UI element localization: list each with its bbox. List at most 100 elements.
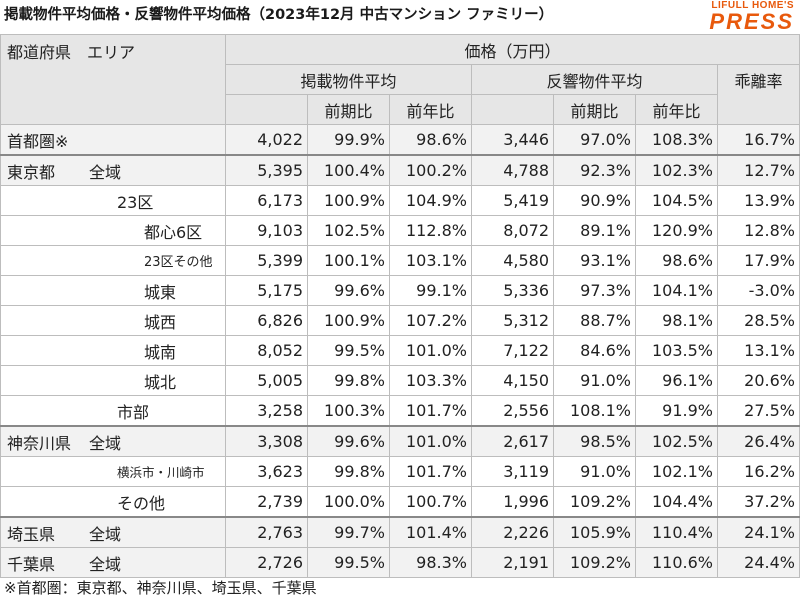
listed-mom-cell: 99.8% [307,365,390,396]
response-mom-cell: 91.0% [553,365,636,396]
listed-yoy-cell: 101.7% [389,456,472,487]
response-yoy-header: 前年比 [635,94,718,125]
divergence-rate-cell: 24.4% [717,547,800,578]
area-label: 市部 [117,402,150,422]
area-label: 横浜市・川崎市 [117,465,205,480]
response-mom-cell: 98.5% [553,425,636,457]
prefecture-label: 首都圏※ [7,131,69,151]
response-yoy-cell: 104.5% [635,185,718,216]
response-price-cell: 2,556 [471,395,554,427]
divergence-rate-cell: 12.7% [717,154,800,186]
response-mom-cell: 108.1% [553,395,636,427]
table-row: 横浜市・川崎市 3,623 99.8% 101.7% 3,119 91.0% 102.1% 1… [0,456,800,487]
divergence-rate-cell: 20.6% [717,365,800,396]
table-row: 城東 5,175 99.6% 99.1% 5,336 97.3% 104.1% -3.0% [0,275,800,306]
region-cell: 城北 [0,365,226,396]
area-label: 23区 [117,192,154,212]
price-header: 価格（万円） [225,34,800,65]
response-mom-cell: 109.2% [553,547,636,578]
listed-mom-cell: 100.3% [307,395,390,427]
response-price-cell: 8,072 [471,215,554,246]
listed-price-cell: 3,623 [225,456,308,487]
listed-price-cell: 6,173 [225,185,308,216]
region-cell: 城南 [0,335,226,366]
response-yoy-cell: 102.1% [635,456,718,487]
listed-mom-cell: 100.9% [307,305,390,336]
prefecture-label: 千葉県 [7,554,56,574]
listed-price-cell: 2,739 [225,486,308,518]
response-mom-cell: 90.9% [553,185,636,216]
table-row: 千葉県 全域 2,726 99.5% 98.3% 2,191 109.2% 110.6% 24.… [0,547,800,578]
response-yoy-cell: 98.6% [635,245,718,276]
divergence-rate-cell: 16.2% [717,456,800,487]
response-price-cell: 7,122 [471,335,554,366]
response-mom-cell: 92.3% [553,154,636,186]
listed-yoy-cell: 99.1% [389,275,472,306]
table-row: 首都圏※ 4,022 99.9% 98.6% 3,446 97.0% 108.3% 16.7% [0,124,800,156]
table-row: その他 2,739 100.0% 100.7% 1,996 109.2% 104.4% 37.… [0,486,800,518]
listed-price-cell: 6,826 [225,305,308,336]
listed-yoy-header: 前年比 [389,94,472,125]
response-mom-cell: 109.2% [553,486,636,518]
response-price-cell: 4,150 [471,365,554,396]
area-label: 城北 [144,372,177,392]
area-label: 全域 [89,554,122,574]
region-cell: 23区 [0,185,226,216]
listed-price-subheader [225,94,308,125]
listed-mom-cell: 99.5% [307,335,390,366]
price-table: 都道府県 エリア 価格（万円） 掲載物件平均 反響物件平均 乖離率 前期比 前年… [0,34,800,578]
response-yoy-cell: 120.9% [635,215,718,246]
region-cell: 東京都 全域 [0,154,226,186]
divergence-rate-cell: 26.4% [717,425,800,457]
divergence-header: 乖離率 [717,64,800,125]
divergence-rate-cell: -3.0% [717,275,800,306]
response-mom-cell: 84.6% [553,335,636,366]
response-yoy-cell: 91.9% [635,395,718,427]
listed-mom-cell: 99.6% [307,275,390,306]
divergence-rate-cell: 13.9% [717,185,800,216]
listed-price-cell: 4,022 [225,124,308,156]
response-yoy-cell: 110.4% [635,516,718,548]
response-mom-cell: 105.9% [553,516,636,548]
listed-yoy-cell: 98.6% [389,124,472,156]
divergence-rate-cell: 27.5% [717,395,800,427]
listed-yoy-cell: 103.3% [389,365,472,396]
region-cell: 市部 [0,395,226,427]
table-row: 都心6区 9,103 102.5% 112.8% 8,072 89.1% 120.9% 12.… [0,215,800,246]
listed-avg-header: 掲載物件平均 [225,64,472,95]
region-cell: 埼玉県 全域 [0,516,226,548]
response-price-cell: 2,226 [471,516,554,548]
listed-price-cell: 5,175 [225,275,308,306]
response-mom-cell: 93.1% [553,245,636,276]
listed-mom-cell: 99.7% [307,516,390,548]
response-yoy-cell: 103.5% [635,335,718,366]
region-cell: 都心6区 [0,215,226,246]
listed-price-cell: 9,103 [225,215,308,246]
response-price-cell: 3,446 [471,124,554,156]
response-mom-cell: 89.1% [553,215,636,246]
listed-mom-cell: 100.1% [307,245,390,276]
listed-mom-cell: 100.0% [307,486,390,518]
listed-yoy-cell: 101.0% [389,335,472,366]
response-yoy-cell: 102.5% [635,425,718,457]
divergence-rate-cell: 12.8% [717,215,800,246]
response-avg-header: 反響物件平均 [471,64,718,95]
table-row: 城西 6,826 100.9% 107.2% 5,312 88.7% 98.1% 28.5% [0,305,800,336]
response-price-cell: 4,580 [471,245,554,276]
response-mom-cell: 97.3% [553,275,636,306]
table-row: 城北 5,005 99.8% 103.3% 4,150 91.0% 96.1% 20.6% [0,365,800,396]
listed-yoy-cell: 101.4% [389,516,472,548]
region-cell: 横浜市・川崎市 [0,456,226,487]
table-row: 23区その他 5,399 100.1% 103.1% 4,580 93.1% 98.6% 17… [0,245,800,276]
region-cell: 城西 [0,305,226,336]
listed-price-cell: 2,726 [225,547,308,578]
divergence-rate-cell: 16.7% [717,124,800,156]
response-yoy-cell: 98.1% [635,305,718,336]
listed-price-cell: 3,308 [225,425,308,457]
table-row: 市部 3,258 100.3% 101.7% 2,556 108.1% 91.9% 27.5% [0,395,800,427]
response-yoy-cell: 104.1% [635,275,718,306]
area-label: 全域 [89,433,122,453]
listed-yoy-cell: 98.3% [389,547,472,578]
prefecture-label: 東京都 [7,162,56,182]
listed-price-cell: 5,395 [225,154,308,186]
